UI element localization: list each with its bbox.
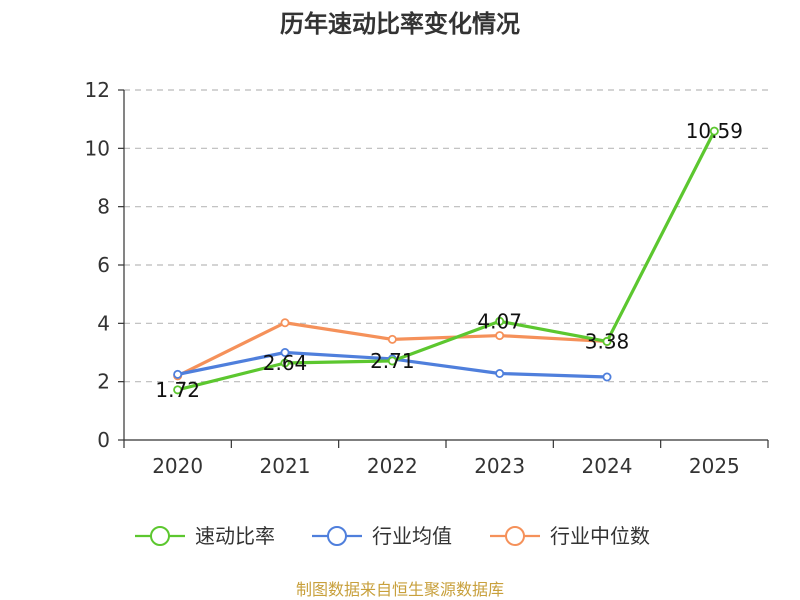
data-point[interactable] bbox=[495, 331, 505, 341]
series-1 bbox=[173, 126, 719, 395]
y-tick-label: 10 bbox=[85, 136, 110, 160]
data-labels: 1.72 2.64 2.71 4.07 3.38 10.59 bbox=[155, 119, 743, 402]
x-tick-label: 2024 bbox=[582, 454, 633, 478]
grid bbox=[124, 89, 768, 383]
x-tick-label: 2023 bbox=[474, 454, 525, 478]
x-tick-label: 2025 bbox=[689, 454, 740, 478]
data-point[interactable] bbox=[280, 318, 290, 328]
y-tick-label: 12 bbox=[85, 78, 110, 102]
data-label: 1.72 bbox=[155, 378, 200, 402]
data-point[interactable] bbox=[709, 126, 719, 136]
source-note: 制图数据来自恒生聚源数据库 bbox=[296, 580, 504, 599]
legend-item-1[interactable]: 速动比率 bbox=[135, 524, 275, 548]
data-label: 4.07 bbox=[477, 309, 522, 333]
legend-item-2[interactable]: 行业均值 bbox=[312, 524, 452, 548]
data-label: 2.64 bbox=[263, 351, 308, 375]
y-tick-label: 6 bbox=[97, 253, 110, 277]
series-line bbox=[177, 130, 716, 392]
data-label: 3.38 bbox=[585, 329, 630, 353]
data-point[interactable] bbox=[280, 358, 290, 368]
data-label: 2.71 bbox=[370, 349, 415, 373]
y-tick-label: 0 bbox=[97, 428, 110, 452]
data-point[interactable] bbox=[280, 347, 290, 357]
legend-swatch-circle bbox=[505, 526, 525, 546]
legend-label: 行业中位数 bbox=[550, 524, 650, 548]
legend-item-3[interactable]: 行业中位数 bbox=[490, 524, 650, 548]
y-tick-label: 2 bbox=[97, 370, 110, 394]
data-point[interactable] bbox=[387, 356, 397, 366]
data-point[interactable] bbox=[173, 369, 183, 379]
data-label: 10.59 bbox=[686, 119, 743, 143]
legend-swatch-circle bbox=[327, 526, 347, 546]
y-tick-label: 8 bbox=[97, 195, 110, 219]
data-point[interactable] bbox=[173, 385, 183, 395]
legend-label: 行业均值 bbox=[372, 524, 452, 548]
series-layer bbox=[173, 126, 719, 395]
data-point[interactable] bbox=[495, 368, 505, 378]
chart-title: 历年速动比率变化情况 bbox=[280, 10, 520, 38]
x-tick-label: 2020 bbox=[152, 454, 203, 478]
legend-swatch-circle bbox=[150, 526, 170, 546]
data-point[interactable] bbox=[602, 372, 612, 382]
series-3 bbox=[173, 318, 612, 381]
x-tick-label: 2022 bbox=[367, 454, 418, 478]
axes: 0 2 4 6 8 10 12 2020 2021 2022 2023 2024 2025 bbox=[85, 78, 769, 478]
legend[interactable]: 速动比率 行业均值 行业中位数 bbox=[135, 524, 650, 548]
legend-label: 速动比率 bbox=[195, 524, 275, 548]
data-point[interactable] bbox=[495, 316, 505, 326]
data-point[interactable] bbox=[387, 334, 397, 344]
data-point[interactable] bbox=[602, 336, 612, 346]
y-tick-label: 4 bbox=[97, 311, 110, 335]
x-tick-label: 2021 bbox=[260, 454, 311, 478]
